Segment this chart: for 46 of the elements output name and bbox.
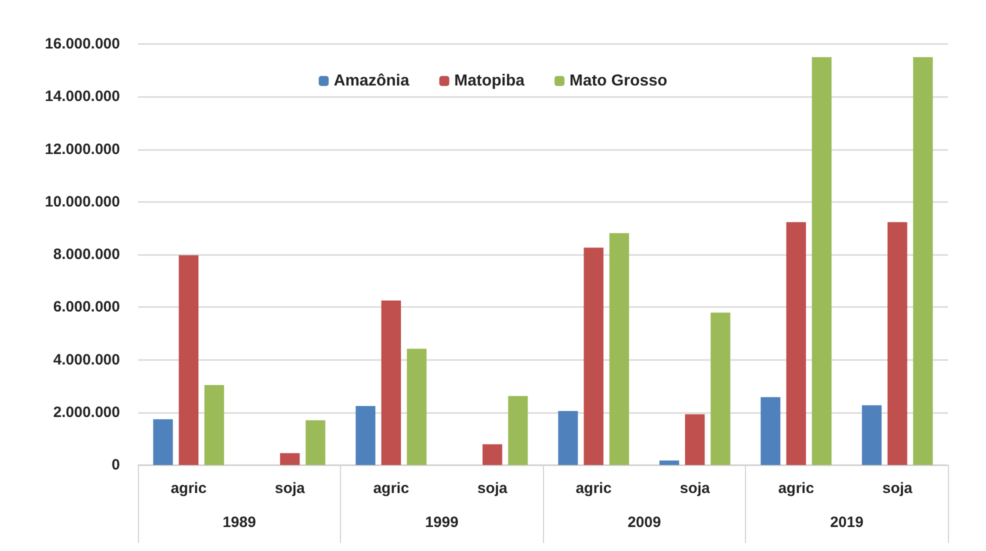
bar — [558, 411, 578, 465]
bar — [280, 453, 300, 465]
x-tick-label: soja — [882, 480, 914, 497]
text: 1989 — [222, 514, 256, 531]
bar — [609, 233, 630, 465]
bar — [406, 348, 427, 465]
bar — [812, 57, 832, 465]
y-tick-label: 0 — [112, 456, 120, 474]
legend-label: Amazônia — [334, 72, 410, 90]
bar — [356, 406, 376, 465]
x-tick-label: agric — [778, 480, 814, 497]
y-tick-label: 12.000.000 — [44, 140, 120, 158]
text: 2019 — [830, 514, 864, 531]
y-tick-label: 10.000.000 — [44, 193, 120, 210]
bar — [786, 222, 806, 465]
bar — [381, 300, 401, 465]
bar — [153, 419, 173, 465]
bar — [508, 396, 528, 465]
bar — [204, 385, 224, 465]
text: 2009 — [628, 514, 661, 531]
bar — [584, 248, 604, 465]
x-tick-label: soja — [680, 480, 711, 497]
bar — [760, 397, 780, 465]
bar — [306, 420, 326, 465]
bar — [685, 414, 705, 465]
bar — [862, 405, 882, 465]
y-tick-label: 16.000.000 — [44, 36, 120, 52]
x-tick-label: agric — [170, 480, 207, 497]
x-tick-label: soja — [477, 480, 508, 497]
x-tick-label: agric — [373, 480, 410, 497]
bar — [178, 255, 198, 465]
bar — [710, 312, 730, 465]
y-tick-label: 4.000.000 — [53, 351, 120, 368]
x-tick-label: agric — [576, 480, 612, 497]
y-tick-label: 2.000.000 — [53, 404, 120, 421]
y-tick-label: 8.000.000 — [53, 246, 120, 263]
y-tick-label: 14.000.000 — [44, 88, 120, 106]
legend-label: Matopiba — [454, 72, 525, 90]
bar — [659, 460, 680, 465]
bar — [888, 222, 908, 465]
bar — [913, 57, 933, 465]
y-tick-label: 6.000.000 — [53, 298, 120, 316]
text: 1999 — [425, 514, 458, 531]
bar — [482, 444, 502, 465]
legend-label: Mato Grosso — [570, 72, 668, 90]
x-tick-label: soja — [274, 480, 306, 497]
